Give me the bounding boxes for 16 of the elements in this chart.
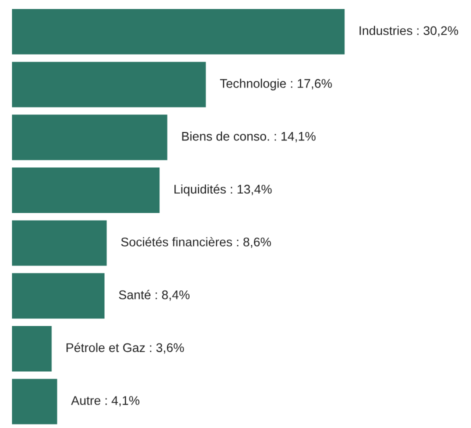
data-label: Sociétés financières : 8,6% bbox=[121, 237, 271, 248]
data-label: Pétrole et Gaz : 3,6% bbox=[66, 342, 184, 354]
bar bbox=[12, 8, 345, 54]
data-label: Technologie : 17,6% bbox=[220, 78, 332, 90]
bar bbox=[12, 273, 105, 319]
bar bbox=[12, 62, 206, 108]
bar bbox=[12, 114, 168, 160]
bar bbox=[12, 378, 58, 424]
bar bbox=[12, 326, 52, 372]
data-label: Industries : 30,2% bbox=[360, 26, 458, 37]
data-label: Santé : 8,4% bbox=[118, 290, 190, 301]
data-label: Liquidités : 13,4% bbox=[174, 184, 272, 196]
bar bbox=[12, 168, 160, 213]
data-label: Biens de conso. : 14,1% bbox=[182, 132, 316, 142]
data-label: Autre : 4,1% bbox=[71, 396, 140, 406]
bar bbox=[12, 220, 107, 266]
